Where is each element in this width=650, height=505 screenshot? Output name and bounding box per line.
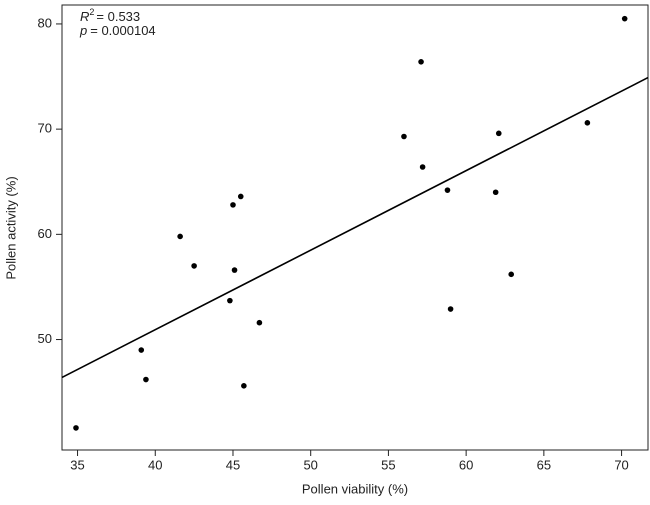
x-tick-label: 35 <box>70 457 84 472</box>
y-tick-label: 70 <box>38 121 52 136</box>
data-point <box>508 271 515 278</box>
data-point <box>231 267 238 273</box>
plot-frame <box>61 4 649 451</box>
x-tick-label: 60 <box>459 457 473 472</box>
data-point <box>230 202 236 208</box>
annotation-text: = 0.533 <box>96 9 140 24</box>
data-point <box>191 263 197 269</box>
annotation-symbol: p <box>79 23 87 38</box>
data-point <box>419 164 426 170</box>
y-tick-label: 60 <box>38 226 52 241</box>
y-tick-label: 50 <box>38 331 52 346</box>
data-point <box>177 233 183 240</box>
x-tick-label: 55 <box>381 457 395 472</box>
data-point <box>73 425 79 431</box>
data-point <box>444 187 451 193</box>
annotation-sup: 2 <box>89 7 94 17</box>
annotation-text: = 0.000104 <box>90 23 155 38</box>
data-point <box>584 120 591 126</box>
data-point <box>241 383 247 389</box>
data-point <box>227 297 233 304</box>
data-point <box>138 347 145 353</box>
annotation: p = 0.000104 <box>79 23 156 38</box>
x-tick-label: 70 <box>614 457 628 472</box>
annotation-symbol: R <box>80 9 89 24</box>
annotation: R2 = 0.533 <box>80 7 140 24</box>
data-point <box>256 319 263 326</box>
regression-line <box>61 76 649 379</box>
data-point <box>447 306 454 312</box>
data-point <box>621 15 628 22</box>
data-point <box>418 59 424 65</box>
x-axis-label: Pollen viability (%) <box>302 481 408 496</box>
y-axis-label: Pollen activity (%) <box>3 176 18 279</box>
x-tick-label: 45 <box>226 457 240 472</box>
data-point <box>401 133 407 140</box>
x-tick-label: 50 <box>303 457 317 472</box>
x-tick-label: 65 <box>537 457 551 472</box>
data-point <box>237 193 244 200</box>
x-tick-label: 40 <box>148 457 162 472</box>
data-point <box>492 189 499 196</box>
y-tick-label: 80 <box>38 15 52 30</box>
data-point <box>143 376 149 383</box>
data-point <box>495 130 502 137</box>
